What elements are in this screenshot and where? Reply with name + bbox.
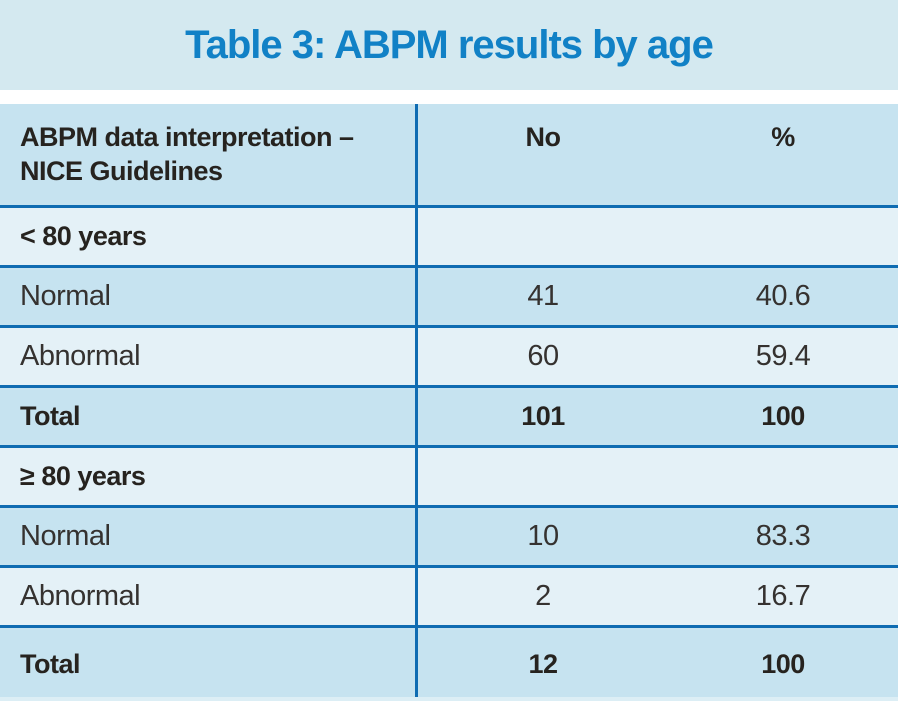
row-no-value: 101: [521, 401, 565, 431]
table-row-abnormal-80-and-over: Abnormal 2 16.7: [0, 568, 898, 628]
section-label: ≥ 80 years: [0, 448, 418, 505]
table-row-normal-80-and-over: Normal 10 83.3: [0, 508, 898, 568]
empty-cell: [668, 208, 898, 265]
title-table-gap: [0, 90, 898, 104]
empty-cell: [418, 208, 668, 265]
section-label: < 80 years: [0, 208, 418, 265]
header-interpretation-line1: ABPM data interpretation –: [20, 122, 354, 152]
header-no: No: [525, 122, 562, 152]
table-title: Table 3: ABPM results by age: [185, 22, 714, 67]
row-percent-value: 100: [761, 649, 805, 679]
row-label: Total: [0, 628, 418, 701]
row-label: Normal: [0, 508, 418, 565]
table-row-normal-under-80: Normal 41 40.6: [0, 268, 898, 328]
row-no-value: 41: [527, 280, 559, 312]
header-percent: %: [771, 122, 795, 152]
row-no-value: 10: [527, 520, 559, 552]
table-title-band: Table 3: ABPM results by age: [0, 0, 898, 90]
section-row-under-80: < 80 years: [0, 208, 898, 268]
table-header-row: ABPM data interpretation – NICE Guidelin…: [0, 104, 898, 208]
row-percent-value: 100: [761, 401, 805, 431]
row-no-value: 2: [535, 580, 551, 612]
row-no-value: 12: [528, 649, 558, 679]
row-label: Abnormal: [0, 328, 418, 385]
empty-cell: [668, 448, 898, 505]
header-interpretation: ABPM data interpretation – NICE Guidelin…: [0, 104, 418, 205]
table-row-total-80-and-over: Total 12 100: [0, 628, 898, 701]
abpm-results-table: ABPM data interpretation – NICE Guidelin…: [0, 104, 898, 701]
header-interpretation-line2: NICE Guidelines: [20, 156, 223, 186]
row-percent-value: 83.3: [755, 520, 811, 552]
empty-cell: [418, 448, 668, 505]
row-label: Total: [0, 388, 418, 445]
row-percent-value: 16.7: [755, 580, 811, 612]
row-percent-value: 40.6: [755, 280, 811, 312]
table-row-abnormal-under-80: Abnormal 60 59.4: [0, 328, 898, 388]
header-interpretation-text: ABPM data interpretation – NICE Guidelin…: [20, 120, 354, 188]
section-row-80-and-over: ≥ 80 years: [0, 448, 898, 508]
table-row-total-under-80: Total 101 100: [0, 388, 898, 448]
row-label: Normal: [0, 268, 418, 325]
row-no-value: 60: [527, 340, 559, 372]
row-percent-value: 59.4: [755, 340, 811, 372]
row-label: Abnormal: [0, 568, 418, 625]
